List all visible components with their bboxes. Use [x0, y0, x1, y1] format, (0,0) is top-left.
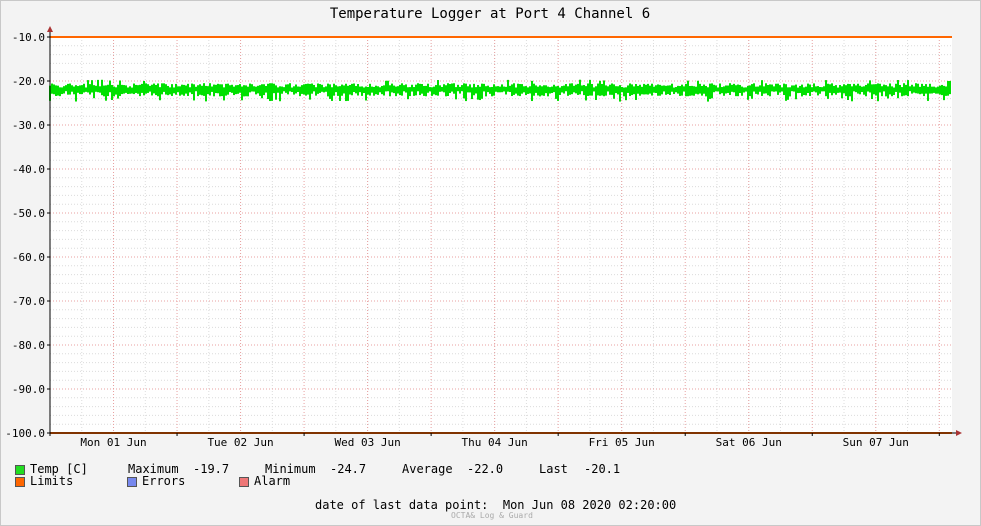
- y-tick-label: -10.0: [12, 31, 45, 44]
- x-tick-label: Wed 03 Jun: [334, 436, 400, 449]
- x-tick-label: Thu 04 Jun: [462, 436, 528, 449]
- y-tick-label: -40.0: [12, 163, 45, 176]
- x-axis-arrow-icon: [956, 430, 962, 436]
- temp-series: [49, 79, 951, 102]
- y-tick-label: -80.0: [12, 339, 45, 352]
- y-axis-arrow-icon: [47, 26, 53, 32]
- y-tick-label: -100.0: [5, 427, 45, 440]
- y-tick-label: -20.0: [12, 75, 45, 88]
- y-tick-label: -50.0: [12, 207, 45, 220]
- x-tick-labels: Mon 01 Jun Tue 02 Jun Wed 03 Jun Thu 04 Jun…: [80, 436, 908, 449]
- x-tick-label: Fri 05 Jun: [589, 436, 655, 449]
- y-tick-label: -60.0: [12, 251, 45, 264]
- x-tick-label: Tue 02 Jun: [207, 436, 273, 449]
- x-tick-label: Sun 07 Jun: [843, 436, 909, 449]
- chart-title: Temperature Logger at Port 4 Channel 6: [330, 6, 650, 22]
- x-tick-label: Sat 06 Jun: [716, 436, 782, 449]
- plot-area: [50, 37, 952, 433]
- x-tick-label: Mon 01 Jun: [80, 436, 146, 449]
- y-tick-label: -30.0: [12, 119, 45, 132]
- axes: [47, 26, 962, 436]
- y-tick-label: -90.0: [12, 383, 45, 396]
- y-tick-labels: -10.0 -20.0 -30.0 -40.0 -50.0 -60.0 -70.0 -80.0…: [5, 31, 45, 440]
- y-tick-label: -70.0: [12, 295, 45, 308]
